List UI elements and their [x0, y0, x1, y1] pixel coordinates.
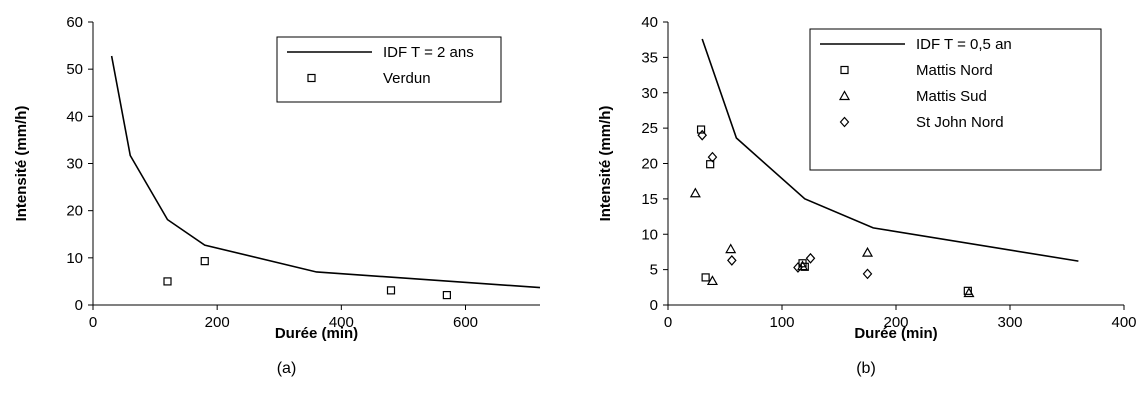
chart-b-legend-square-swatch — [840, 65, 849, 75]
chart-b-legend-triangle-swatch — [838, 90, 851, 101]
chart-a-ytick-label: 50 — [66, 61, 83, 78]
chart-a-xtick-label: 0 — [89, 314, 97, 331]
chart-b-legend-label: Mattis Nord — [916, 62, 993, 79]
chart-b-xtick-label: 300 — [997, 314, 1022, 331]
chart-b-point-square — [696, 125, 706, 134]
chart-b-point-square — [706, 160, 715, 169]
chart-b-xtick-label: 100 — [769, 314, 794, 331]
chart-b-point-triangle — [689, 187, 701, 198]
chart-b-point-triangle — [725, 243, 737, 254]
chart-b-legend-diamond-swatch — [839, 116, 850, 128]
chart-b-x-axis-label: Durée (min) — [854, 325, 937, 342]
chart-b-ytick-label: 30 — [641, 85, 658, 102]
chart-a-xtick-label: 400 — [329, 314, 354, 331]
chart-a-xtick-label: 600 — [453, 314, 478, 331]
chart-b-ytick-label: 5 — [650, 262, 658, 279]
chart-b-y-axis-label: Intensité (mm/h) — [597, 106, 614, 222]
chart-b-point-diamond — [697, 129, 708, 141]
chart-a-caption: (a) — [277, 360, 297, 377]
chart-b-point-square — [701, 273, 710, 282]
chart-b-ytick-label: 25 — [641, 120, 658, 137]
chart-b-series-line-0 — [701, 38, 1079, 262]
chart-a-series-line-0 — [110, 55, 541, 289]
chart-b-ytick-label: 10 — [641, 226, 658, 243]
chart-a-point-square — [442, 290, 451, 300]
chart-b-point-triangle — [706, 275, 718, 286]
chart-b-point-square — [963, 286, 972, 295]
chart-b-legend — [809, 28, 1102, 171]
chart-a-point-square — [200, 257, 209, 266]
chart-a-ytick-label: 60 — [66, 14, 83, 31]
chart-b-xtick-label: 400 — [1111, 314, 1136, 331]
chart-b-ytick-label: 40 — [641, 14, 658, 31]
chart-a-ytick-label: 40 — [66, 108, 83, 125]
chart-b-legend-label: IDF T = 0,5 an — [916, 36, 1012, 53]
chart-a-xtick-label: 200 — [205, 314, 230, 331]
chart-b-ytick-label: 15 — [641, 191, 658, 208]
chart-a-legend — [276, 36, 502, 103]
chart-b-xtick-label: 0 — [664, 314, 672, 331]
chart-b-point-diamond — [707, 151, 718, 163]
chart-a-x-axis-label: Durée (min) — [275, 325, 358, 342]
chart-b-caption: (b) — [856, 360, 876, 377]
chart-b-ytick-label: 35 — [641, 49, 658, 66]
chart-a-point-square — [386, 286, 396, 295]
chart-a-legend-label: IDF T = 2 ans — [383, 44, 474, 61]
chart-a-ytick-label: 10 — [66, 250, 83, 267]
chart-a-point-square — [163, 277, 172, 286]
chart-b-point-diamond — [862, 268, 873, 280]
chart-b-point-diamond — [805, 252, 816, 264]
chart-a-legend-label: Verdun — [383, 70, 431, 87]
chart-b-point-triangle — [861, 246, 874, 257]
chart-a-ytick-label: 0 — [75, 297, 83, 314]
chart-b-legend-label: St John Nord — [916, 114, 1004, 131]
chart-b-point-diamond — [727, 255, 737, 266]
chart-b-point-triangle — [963, 287, 975, 298]
chart-b-xtick-label: 200 — [883, 314, 908, 331]
chart-b-legend-label: Mattis Sud — [916, 88, 987, 105]
chart-b-point-diamond — [793, 262, 803, 273]
chart-b-ytick-label: 20 — [641, 156, 658, 173]
chart-a-ytick-label: 20 — [66, 203, 83, 220]
chart-a-ytick-label: 30 — [66, 156, 83, 173]
chart-a-legend-square-swatch — [307, 73, 316, 83]
chart-b-ytick-label: 0 — [650, 297, 658, 314]
chart-a-y-axis-label: Intensité (mm/h) — [13, 106, 30, 222]
